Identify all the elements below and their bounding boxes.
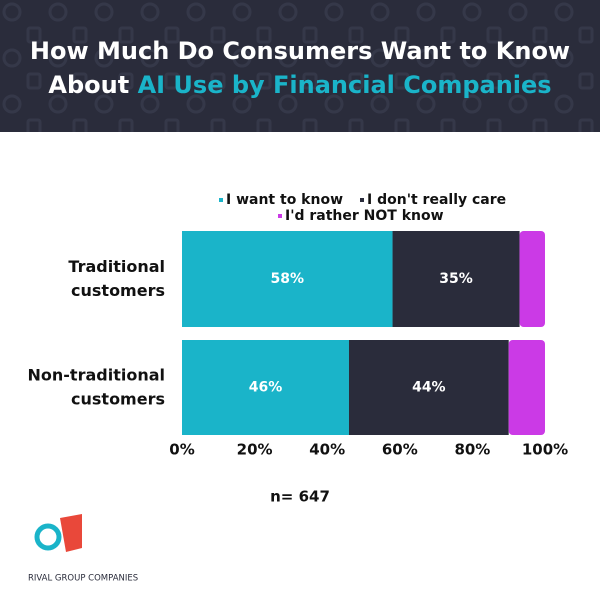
legend-label: I want to know [226,192,343,208]
bar-segment [182,340,349,435]
logo-q [34,523,62,551]
title-line2: About AI Use by Financial Companies [48,71,551,99]
x-tick-label: 100% [522,441,568,459]
legend-swatch [219,198,223,202]
legend-label: I don't really care [367,192,506,208]
x-tick-label: 20% [237,441,273,459]
x-tick-label: 60% [382,441,418,459]
sample-note: n= 647 [270,488,330,506]
logo-r [60,514,82,552]
value-label: 44% [412,380,446,396]
legend-swatch [360,198,364,202]
value-label: 35% [439,271,473,287]
x-tick-label: 40% [309,441,345,459]
title: How Much Do Consumers Want to Know [30,37,570,65]
value-label: 58% [271,271,305,287]
title-plain: About [48,71,129,99]
bar-segment [182,231,393,327]
category-label: Traditional customers [68,257,165,300]
bar-segment [348,340,509,435]
legend-label: I'd rather NOT know [285,208,444,224]
category-label: Non-traditional customers [28,365,165,408]
header-pattern [0,0,600,132]
x-tick-label: 80% [454,441,490,459]
x-tick-label: 0% [169,441,194,459]
logo: RIVAL GROUP COMPANIES [28,514,138,584]
bar-segment [519,231,545,327]
bar-segment [508,340,545,435]
logo-text: RIVAL GROUP COMPANIES [28,574,138,584]
legend-swatch [278,214,282,218]
title-highlight: AI Use by Financial Companies [138,71,552,99]
bar-segment [392,231,520,327]
value-label: 46% [249,380,283,396]
